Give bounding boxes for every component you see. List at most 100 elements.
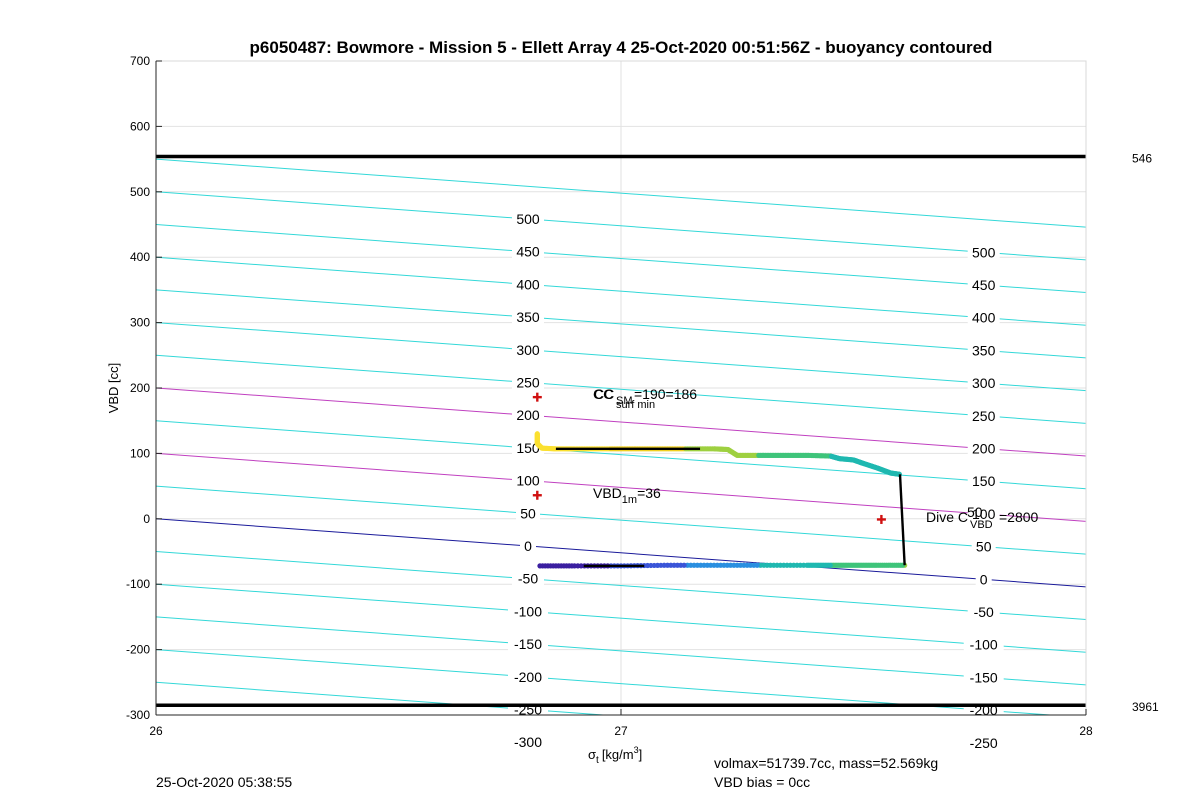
contour-label-left-bg <box>512 407 544 424</box>
contour-label-right: 300 <box>972 375 996 391</box>
contour-label-left: 50 <box>520 505 536 521</box>
contour-label-right: 50 <box>976 539 992 555</box>
contour-label-right: 400 <box>972 310 996 326</box>
x-tick-label: 27 <box>614 724 628 738</box>
vbd-sub: 1m <box>622 494 637 506</box>
contour-label-left: -50 <box>518 571 538 587</box>
footer-volmax: volmax=51739.7cc, mass=52.569kg <box>714 755 938 771</box>
cc-annotation: CC SM CC surf min =190=186 <box>593 386 697 411</box>
contour-line <box>156 256 1086 326</box>
y-tick-label: 700 <box>130 54 150 68</box>
dive-sub: VBD <box>970 519 993 531</box>
vbd-value: =36 <box>637 485 661 501</box>
contour-label-left: 200 <box>516 407 540 423</box>
contour-label-left: -100 <box>514 603 542 619</box>
contour-label-left: -300 <box>514 734 542 750</box>
y-tick-label: -100 <box>126 577 150 591</box>
contour-label-left: 400 <box>516 276 540 292</box>
chart-title: p6050487: Bowmore - Mission 5 - Ellett A… <box>250 38 993 57</box>
contour-label-left: 0 <box>524 538 532 554</box>
contour-label-left: 100 <box>516 473 540 489</box>
contour-label-right-bg <box>967 309 1000 326</box>
contour-label-right: 0 <box>980 571 988 587</box>
contour-label-right-bg <box>967 604 1000 621</box>
contour-label-left: 500 <box>516 211 540 227</box>
contour-label-right-bg <box>967 440 1000 457</box>
contour-label-right: 200 <box>972 441 996 457</box>
y-tick-label: -200 <box>126 643 150 657</box>
contour-label-right-bg <box>963 669 1004 686</box>
data-point <box>537 563 543 569</box>
cc-label-b: CC <box>594 386 614 402</box>
contour-label-left-bg <box>508 636 548 653</box>
contour-label-left-bg <box>508 734 548 751</box>
x-axis-label-main: σ <box>588 747 596 762</box>
contour-label-right: -250 <box>970 735 998 751</box>
x-tick-label: 28 <box>1079 724 1093 738</box>
y-tick-label: 0 <box>143 512 150 526</box>
cc-value: =190=186 <box>634 386 697 402</box>
contour-label-left-bg <box>516 505 540 522</box>
contour-label-right-bg <box>967 342 1000 359</box>
contour-label-right-bg <box>963 636 1004 653</box>
contour-label-left: -200 <box>514 669 542 685</box>
contour-line <box>156 518 1086 588</box>
x-axis-label-close: ] <box>639 747 643 762</box>
contour-label-left-bg <box>512 374 544 391</box>
contour-label-right-bg <box>975 571 992 588</box>
contour-line <box>156 583 1086 653</box>
limit-label: 546 <box>1132 151 1152 165</box>
contour-label-left: -150 <box>514 636 542 652</box>
contour-line <box>156 485 1086 555</box>
contour-label-left-bg <box>512 243 544 260</box>
vbd-1m-annotation: VBD1m=36 <box>593 485 661 506</box>
data-series <box>534 431 908 569</box>
contour-label-left-bg <box>512 341 544 358</box>
contour-label-right: -100 <box>970 637 998 653</box>
contour-label-right-bg <box>967 473 1000 490</box>
contour-label-left-bg <box>508 603 548 620</box>
cc-sub-a: SM <box>616 395 633 407</box>
dive-value: =2800 <box>999 509 1039 525</box>
limit-label: 3961 <box>1132 700 1159 714</box>
dive-main: Dive C <box>926 509 968 525</box>
contour-label-right-bg <box>967 244 1000 261</box>
dive-sup: 50 <box>967 504 983 520</box>
contour-label-left-bg <box>512 309 544 326</box>
footer-date: 25-Oct-2020 05:38:55 <box>156 774 292 790</box>
contour-line <box>156 387 1086 457</box>
contour-label-left-bg <box>512 211 544 228</box>
x-tick-label: 26 <box>149 724 163 738</box>
contour-line <box>156 452 1086 522</box>
contour-label-right-bg <box>967 277 1000 294</box>
x-axis-label: σt [kg/m3] <box>588 745 642 766</box>
contour-labels: 500450400350300250200150100500-50-100-15… <box>508 211 1004 751</box>
contour-label-left-bg <box>508 668 548 685</box>
contour-label-right-bg <box>967 407 1000 424</box>
contour-label-left: 450 <box>516 244 540 260</box>
contour-label-right-bg <box>967 505 1000 522</box>
x-axis-label-sub: t <box>596 755 599 766</box>
y-tick-label: 100 <box>130 446 150 460</box>
y-tick-label: 600 <box>130 119 150 133</box>
contour-label-right-bg <box>971 538 996 555</box>
contour-label-right: 500 <box>972 244 996 260</box>
contour-label-right: 100 <box>972 506 996 522</box>
x-axis-label-unit: [kg/m <box>602 747 634 762</box>
contour-line <box>156 322 1086 392</box>
y-tick-label: 200 <box>130 381 150 395</box>
contour-label-right-bg <box>967 375 1000 392</box>
contour-line <box>156 681 610 715</box>
contour-line <box>156 616 1086 686</box>
footer-bias: VBD bias = 0cc <box>714 774 810 790</box>
markers <box>532 392 886 524</box>
x-axis-label-sup: 3 <box>634 745 639 755</box>
contour-line <box>156 191 1086 261</box>
contour-label-right: 350 <box>972 342 996 358</box>
contour-line <box>156 420 1086 490</box>
contour-line <box>156 158 1086 228</box>
contour-label-right: 250 <box>972 408 996 424</box>
contour-line <box>156 289 1086 359</box>
y-tick-label: 500 <box>130 185 150 199</box>
